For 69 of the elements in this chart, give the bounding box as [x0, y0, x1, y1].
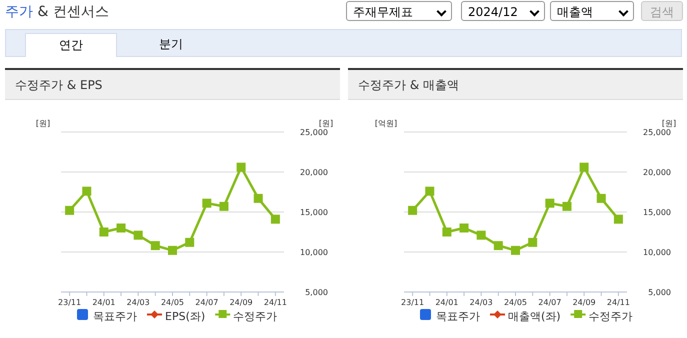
text: 주가 & 컨센서스: [5, 4, 109, 20]
point: [150, 241, 160, 250]
point: [202, 198, 212, 208]
point: [596, 194, 606, 203]
x-tick-label: 24/03: [126, 298, 150, 307]
x-tick-label: 24/01: [435, 298, 458, 307]
point: [65, 206, 74, 215]
y-axis-title: [억원]: [374, 119, 398, 128]
text: 2024/12: [461, 1, 545, 21]
y2-axis-title: [원]: [318, 119, 334, 128]
legend-label: 목표주가: [93, 310, 137, 323]
point: [476, 230, 486, 240]
point: [408, 206, 418, 215]
point: [270, 214, 280, 224]
point: [442, 228, 452, 236]
text: 매출액: [550, 1, 634, 21]
point: [494, 241, 503, 250]
text: 25,000: [300, 128, 328, 137]
y-axis-title: [원]: [36, 119, 50, 128]
x-tick-label: 24/09: [572, 298, 596, 307]
point: [425, 186, 434, 196]
point: [580, 162, 589, 172]
legend-label: EPS(좌): [165, 310, 206, 323]
text: 주재무제표: [346, 1, 452, 21]
legend-label: 목표주가: [436, 310, 480, 323]
text: 분기: [158, 36, 184, 53]
text: 연간: [25, 33, 117, 57]
x-tick-label: 24/11: [264, 298, 287, 307]
point: [545, 198, 554, 208]
text: 10,000: [643, 248, 671, 257]
chart-title: 수정주가 & EPS: [5, 70, 340, 100]
text: 15,000: [300, 208, 328, 217]
chart-title: 수정주가 & 매출액: [348, 70, 683, 100]
x-tick-label: 24/01: [92, 298, 116, 307]
x-tick-label: 24/05: [504, 298, 528, 307]
point: [562, 202, 572, 211]
point: [460, 224, 469, 232]
x-tick-label: 23/11: [401, 298, 424, 307]
point: [219, 202, 228, 211]
legend-label: 매출액(좌): [508, 310, 561, 323]
x-tick-label: 24/05: [160, 298, 184, 307]
point: [168, 246, 177, 255]
x-tick-label: 24/09: [230, 298, 253, 307]
point: [511, 246, 520, 255]
text: 5,000: [305, 288, 328, 297]
x-tick-label: 23/11: [58, 298, 82, 307]
text: 5,000: [648, 288, 671, 297]
point: [236, 162, 246, 172]
point: [185, 238, 194, 247]
point: [82, 186, 92, 196]
text: 검색: [641, 1, 683, 21]
y2-axis-title: [원]: [662, 119, 676, 128]
x-tick-label: 24/03: [470, 298, 493, 307]
x-tick-label: 24/11: [606, 298, 630, 307]
text: 10,000: [300, 248, 328, 257]
legend-label: 수정주가: [233, 310, 278, 323]
text: 20,000: [643, 168, 671, 177]
text: 25,000: [643, 128, 671, 137]
text: 15,000: [643, 208, 671, 217]
x-tick-label: 24/07: [195, 298, 218, 307]
x-tick-label: 24/07: [538, 298, 562, 307]
point: [528, 238, 538, 247]
point: [99, 228, 108, 236]
point: [134, 230, 143, 240]
point: [116, 224, 126, 232]
legend-label: 수정주가: [588, 310, 633, 323]
point: [254, 194, 263, 203]
point: [614, 214, 623, 224]
text: 20,000: [300, 168, 328, 177]
